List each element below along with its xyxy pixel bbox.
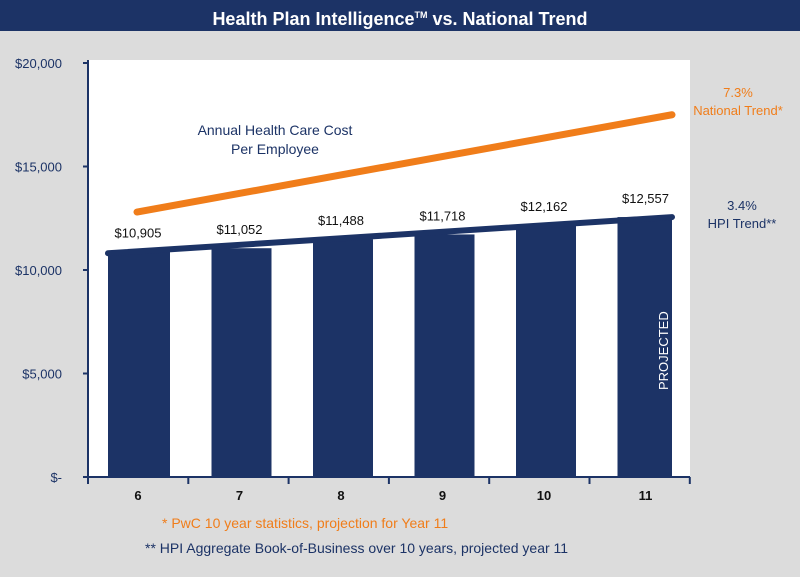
data-label: $11,052	[216, 222, 262, 237]
bar	[211, 248, 272, 477]
data-label: $11,488	[318, 213, 364, 228]
bar	[313, 239, 373, 477]
data-label: $12,162	[521, 199, 568, 214]
y-tick-label: $-	[50, 470, 62, 485]
national-label: National Trend*	[693, 103, 783, 118]
trademark: TM	[414, 10, 428, 20]
bar	[414, 234, 475, 477]
data-label: $12,557	[622, 191, 669, 206]
national-trend-line	[133, 111, 676, 216]
bar	[617, 217, 672, 477]
hpi-label: HPI Trend**	[708, 216, 777, 231]
plot-area	[88, 60, 690, 477]
hpi-pct: 3.4%	[727, 198, 757, 213]
y-tick-label: $20,000	[15, 56, 62, 71]
x-tick-label: 11	[639, 488, 653, 503]
subtitle-line-1: Annual Health Care Cost	[198, 122, 353, 138]
footnote-2: ** HPI Aggregate Book-of-Business over 1…	[145, 540, 568, 556]
bar	[516, 225, 576, 477]
x-tick-label: 10	[537, 488, 551, 503]
x-tick-label: 9	[439, 488, 446, 503]
x-tick-label: 7	[236, 488, 243, 503]
title-suffix: vs. National Trend	[427, 9, 588, 29]
data-label: $11,718	[419, 208, 465, 223]
bar	[108, 251, 170, 477]
x-tick-label: 6	[134, 488, 141, 503]
chart-title: Health Plan IntelligenceTM vs. National …	[0, 0, 800, 31]
data-label: $10,905	[115, 225, 162, 240]
y-tick-label: $10,000	[15, 263, 62, 278]
footnote-1: * PwC 10 year statistics, projection for…	[162, 515, 448, 531]
national-pct: 7.3%	[723, 85, 753, 100]
x-tick-label: 8	[337, 488, 344, 503]
projected-label: PROJECTED	[656, 311, 671, 390]
subtitle-line-2: Per Employee	[231, 141, 319, 157]
y-tick-label: $5,000	[22, 367, 62, 382]
title-text: Health Plan Intelligence	[212, 9, 415, 29]
hpi-trend-line	[105, 214, 675, 257]
y-tick-label: $15,000	[15, 160, 62, 175]
